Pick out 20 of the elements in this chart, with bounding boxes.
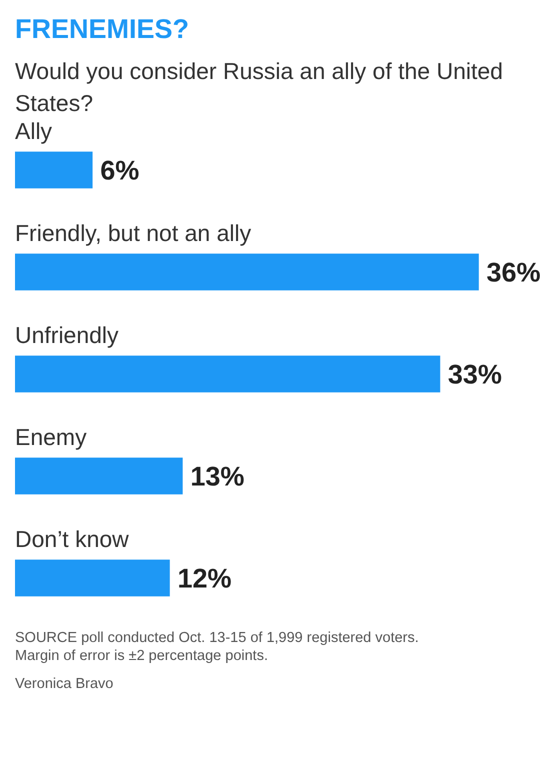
bar (15, 458, 183, 494)
chart-title: FRENEMIES? (15, 14, 190, 45)
source-note: SOURCE poll conducted Oct. 13-15 of 1,999 registered voters. (15, 629, 420, 647)
text: Margin of error is ±2 percentage points. (15, 647, 269, 665)
bar (15, 152, 93, 188)
bar (15, 254, 479, 290)
y-tick-label: Ally (15, 118, 53, 144)
data-label: 33% (448, 359, 502, 390)
data-label: 12% (178, 563, 232, 594)
y-tick-label: Enemy (15, 424, 88, 450)
bar (15, 356, 440, 392)
data-label: 6% (100, 155, 140, 186)
bar (15, 560, 170, 596)
data-label: 13% (190, 461, 244, 492)
y-tick-label: Friendly, but not an ally (15, 220, 252, 246)
text: Veronica Bravo (15, 675, 114, 693)
data-label: 36% (486, 257, 540, 288)
chart-subtitle: Would you consider Russia an ally of the United States? (15, 57, 504, 118)
y-tick-label: Unfriendly (15, 322, 120, 348)
y-tick-label: Don’t know (15, 526, 130, 552)
